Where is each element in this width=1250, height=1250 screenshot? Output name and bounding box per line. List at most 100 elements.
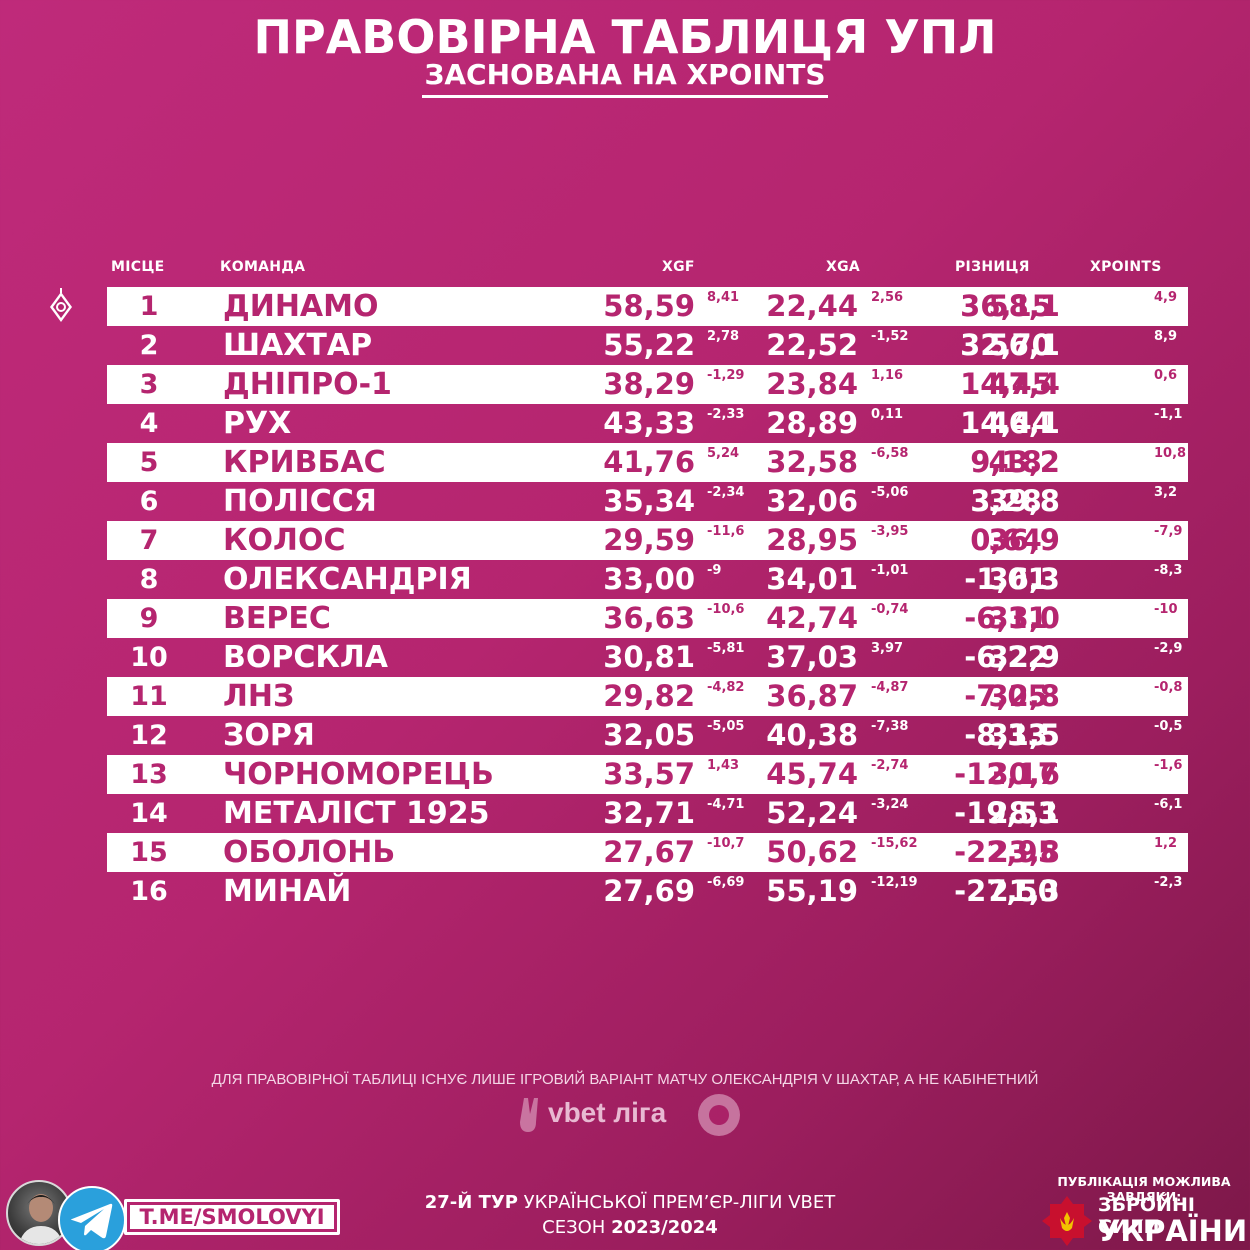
- xga-cell: 32,58: [766, 445, 858, 479]
- rank-cell: 4: [139, 408, 159, 439]
- xga-cell: 37,03: [766, 640, 858, 674]
- xgf-delta: -5,81: [707, 641, 745, 656]
- rank-cell: 11: [130, 681, 168, 712]
- dynamo-logo-icon: [50, 288, 72, 322]
- footer-round-line: 27-Й ТУР УКРАЇНСЬКОЇ ПРЕМ’ЄР-ЛІГИ VBET: [355, 1190, 905, 1215]
- xpoints-delta: 3,2: [1154, 485, 1178, 500]
- xgf-delta: 2,78: [707, 329, 740, 344]
- xpoints-delta: -2,9: [1154, 641, 1183, 656]
- xgf-delta: 5,24: [707, 446, 740, 461]
- xpoints-delta: 1,2: [1154, 836, 1178, 851]
- diff-cell: 14,45: [960, 367, 1052, 401]
- xgf-cell: 55,22: [603, 328, 695, 362]
- diff-cell: -22,95: [954, 835, 1058, 869]
- rank-cell: 1: [139, 291, 159, 322]
- col-header-xpoints: XPOINTS: [1090, 259, 1162, 275]
- vbet-league-logo-icon: [520, 1094, 740, 1136]
- table-row: 8 ОЛЕКСАНДРІЯ 33,00 -9 34,01 -1,01 -1,01 36,3 -8…: [107, 560, 1188, 599]
- xpoints-cell: 56,1: [988, 328, 1060, 362]
- xga-cell: 34,01: [766, 562, 858, 596]
- xpoints-cell: 31,5: [988, 718, 1060, 752]
- xgf-delta: 1,43: [707, 758, 740, 773]
- rank-cell: 16: [130, 876, 168, 907]
- xga-cell: 40,38: [766, 718, 858, 752]
- table-row: 16 МИНАЙ 27,69 -6,69 55,19 -12,19 -27,50 21,3 -2…: [107, 872, 1188, 911]
- xga-cell: 32,06: [766, 484, 858, 518]
- team-name-cell: ОЛЕКСАНДРІЯ: [223, 562, 472, 597]
- team-name-cell: ШАХТАР: [223, 328, 373, 363]
- diff-cell: -6,22: [964, 640, 1048, 674]
- xga-delta: -3,24: [871, 797, 909, 812]
- telegram-icon[interactable]: [58, 1186, 126, 1250]
- page-subtitle: ЗАСНОВАНА НА XPOINTS: [422, 58, 828, 98]
- diff-cell: -6,11: [964, 601, 1048, 635]
- xpoints-cell: 58,1: [988, 289, 1060, 323]
- team-name-cell: ВЕРЕС: [223, 601, 331, 636]
- diff-cell: 9,18: [970, 445, 1042, 479]
- xgf-cell: 36,63: [603, 601, 695, 635]
- xpoints-cell: 32,9: [988, 640, 1060, 674]
- table-row: 12 ЗОРЯ 32,05 -5,05 40,38 -7,38 -8,33 31,5 -0,5: [107, 716, 1188, 755]
- rank-cell: 13: [130, 759, 168, 790]
- xpoints-delta: -7,9: [1154, 524, 1183, 539]
- afu-emblem-icon: [1042, 1196, 1092, 1246]
- rank-cell: 9: [139, 603, 159, 634]
- diff-cell: 32,70: [960, 328, 1052, 362]
- diff-cell: 14,44: [960, 406, 1052, 440]
- xga-cell: 23,84: [766, 367, 858, 401]
- team-name-cell: ЗОРЯ: [223, 718, 315, 753]
- team-name-cell: ЧОРНОМОРЕЦЬ: [223, 757, 494, 792]
- xpoints-delta: -2,3: [1154, 875, 1183, 890]
- channel-link-label[interactable]: T.ME/SMOLOVYI: [127, 1202, 337, 1232]
- rank-cell: 6: [139, 486, 159, 517]
- xga-cell: 28,89: [766, 406, 858, 440]
- col-header-diff: РІЗНИЦЯ: [955, 259, 1030, 275]
- rank-cell: 5: [139, 447, 159, 478]
- xgf-cell: 29,59: [603, 523, 695, 557]
- xgf-cell: 29,82: [603, 679, 695, 713]
- xga-delta: -0,74: [871, 602, 909, 617]
- team-name-cell: МИНАЙ: [223, 874, 352, 909]
- xpoints-cell: 32,8: [988, 679, 1060, 713]
- diff-cell: 0,64: [970, 523, 1042, 557]
- xga-cell: 55,19: [766, 874, 858, 908]
- xpoints-delta: -6,1: [1154, 797, 1183, 812]
- xga-delta: 2,56: [871, 290, 904, 305]
- table-row: 13 ЧОРНОМОРЕЦЬ 33,57 1,43 45,74 -2,74 -12,17 30…: [107, 755, 1188, 794]
- xgf-delta: -1,29: [707, 368, 745, 383]
- xgf-cell: 35,34: [603, 484, 695, 518]
- footnote: ДЛЯ ПРАВОВІРНОЇ ТАБЛИЦІ ІСНУЄ ЛИШЕ ІГРОВ…: [211, 1071, 1039, 1088]
- team-name-cell: ОБОЛОНЬ: [223, 835, 396, 870]
- page-title: ПРАВОВІРНА ТАБЛИЦЯ УПЛ: [253, 10, 997, 64]
- xgf-delta: 8,41: [707, 290, 740, 305]
- table-row: 1 ДИНАМО 58,59 8,41 22,44 2,56 36,15 58,1 4,9: [107, 287, 1188, 326]
- table-row: 15 ОБОЛОНЬ 27,67 -10,7 50,62 -15,62 -22,95 23,8…: [107, 833, 1188, 872]
- xgf-cell: 27,69: [603, 874, 695, 908]
- diff-cell: -1,01: [964, 562, 1048, 596]
- channel-link-button[interactable]: T.ME/SMOLOVYI: [124, 1199, 340, 1235]
- xpoints-delta: -1,6: [1154, 758, 1183, 773]
- rank-cell: 14: [130, 798, 168, 829]
- xga-cell: 50,62: [766, 835, 858, 869]
- xga-delta: 1,16: [871, 368, 904, 383]
- xga-delta: -1,52: [871, 329, 909, 344]
- diff-cell: -8,33: [964, 718, 1048, 752]
- xpoints-delta: 4,9: [1154, 290, 1178, 305]
- xgf-delta: -2,33: [707, 407, 745, 422]
- xgf-cell: 58,59: [603, 289, 695, 323]
- xgf-cell: 32,71: [603, 796, 695, 830]
- sponsor-caption: ПУБЛІКАЦІЯ МОЖЛИВА ЗАВДЯКИ:: [1057, 1174, 1231, 1204]
- xga-delta: -2,74: [871, 758, 909, 773]
- xga-delta: -1,01: [871, 563, 909, 578]
- xga-delta: 3,97: [871, 641, 904, 656]
- xpoints-cell: 28,1: [988, 796, 1060, 830]
- xga-cell: 36,87: [766, 679, 858, 713]
- xgf-delta: -10,6: [707, 602, 745, 617]
- footer-season-line: СЕЗОН 2023/2024: [355, 1215, 905, 1240]
- xpoints-cell: 39,8: [988, 484, 1060, 518]
- team-name-cell: ВОРСКЛА: [223, 640, 389, 675]
- xpoints-cell: 47,4: [988, 367, 1060, 401]
- standings-table: 1 ДИНАМО 58,59 8,41 22,44 2,56 36,15 58,1 4,9 2 ША…: [107, 287, 1188, 911]
- table-row: 5 КРИВБАС 41,76 5,24 32,58 -6,58 9,18 43,2 10,8: [107, 443, 1188, 482]
- xga-delta: -15,62: [871, 836, 918, 851]
